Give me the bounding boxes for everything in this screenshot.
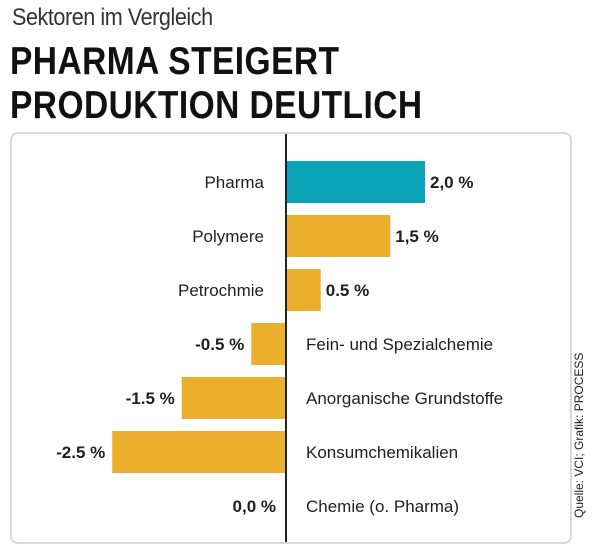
value-label-anorganische-grundstoffe: -1.5 %	[126, 389, 175, 408]
bar-petrochmie	[286, 269, 321, 311]
category-label-petrochmie: Petrochmie	[178, 281, 264, 300]
category-label-fein-und-spezialchemie: Fein- und Spezialchemie	[306, 335, 493, 354]
bar-konsumchemikalien	[112, 431, 286, 473]
source-text: Quelle: VCI; Grafik: PROCESS	[572, 352, 586, 518]
value-label-konsumchemikalien: -2.5 %	[56, 443, 105, 462]
value-label-polymere: 1,5 %	[395, 227, 438, 246]
value-label-chemie-o-pharma: 0,0 %	[233, 497, 276, 516]
bar-fein-und-spezialchemie	[251, 323, 286, 365]
chart-title: PHARMA STEIGERT PRODUKTION DEUTLICH	[10, 40, 423, 128]
value-label-fein-und-spezialchemie: -0.5 %	[195, 335, 244, 354]
chart-subtitle: Sektoren im Vergleich	[12, 4, 213, 31]
value-label-petrochmie: 0.5 %	[326, 281, 369, 300]
bar-polymere	[286, 215, 391, 257]
bar-pharma	[286, 161, 425, 203]
title-line-2: PRODUKTION DEUTLICH	[10, 84, 423, 127]
category-label-pharma: Pharma	[204, 173, 264, 192]
value-label-pharma: 2,0 %	[430, 173, 473, 192]
category-label-anorganische-grundstoffe: Anorganische Grundstoffe	[306, 389, 503, 408]
category-label-konsumchemikalien: Konsumchemikalien	[306, 443, 458, 462]
title-line-1: PHARMA STEIGERT	[10, 40, 340, 83]
category-label-polymere: Polymere	[192, 227, 264, 246]
category-label-chemie-o-pharma: Chemie (o. Pharma)	[306, 497, 459, 516]
bar-anorganische-grundstoffe	[181, 377, 286, 419]
